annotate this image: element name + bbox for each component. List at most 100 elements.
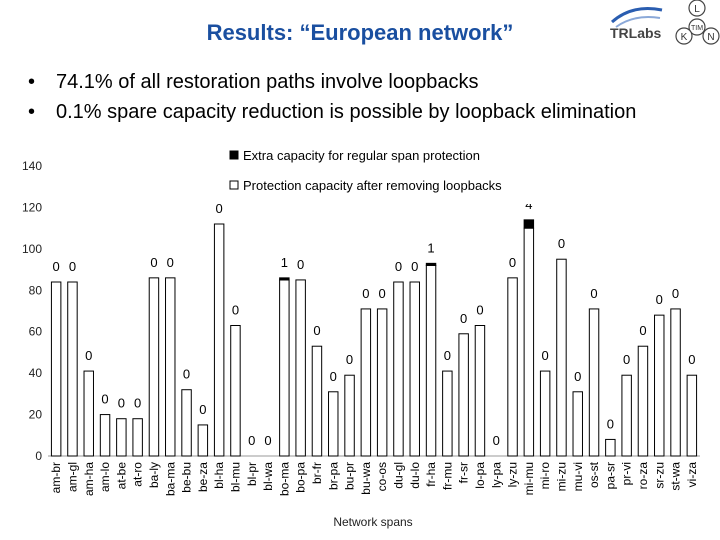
protection-bar [328, 391, 339, 457]
protection-bar [67, 281, 78, 457]
protection-bar [376, 308, 388, 457]
legend-label-extra: Extra capacity for regular span protecti… [243, 148, 480, 163]
category-label: bl-ha [212, 462, 226, 489]
category-label: ba-ma [163, 462, 177, 496]
protection-bar [181, 389, 192, 457]
data-label: 0 [607, 416, 614, 431]
protection-bar [311, 345, 323, 457]
y-tick-label: 20 [29, 408, 43, 422]
data-label: 0 [509, 255, 516, 270]
protection-bar [572, 391, 583, 457]
data-label: 0 [688, 352, 695, 367]
category-label: du-lo [408, 462, 422, 489]
extra-capacity-bar [523, 219, 535, 229]
data-label: 0 [183, 367, 190, 382]
logo-text: TRLabs [610, 25, 662, 41]
data-label: 0 [53, 259, 60, 274]
category-label: co-os [375, 462, 389, 491]
bullet-text: 0.1% spare capacity reduction is possibl… [56, 101, 637, 123]
category-label: bl-wa [261, 462, 275, 491]
category-label: st-wa [669, 462, 683, 491]
protection-bar [344, 374, 355, 457]
category-label: mi-mu [522, 462, 536, 495]
protection-bar [556, 258, 567, 457]
category-label-layer: am-br am-gl am-ha am-lo at-be at-ro ba-ly ba-ma… [49, 461, 699, 496]
bullet-text: 74.1% of all restoration paths involve l… [56, 71, 479, 93]
protection-bar [393, 281, 404, 457]
y-tick-label: 60 [29, 325, 43, 339]
legend-swatch-protection [229, 180, 239, 190]
protection-bar [295, 279, 306, 457]
y-tick-label: 140 [22, 159, 42, 173]
svg-text:L: L [694, 4, 700, 15]
protection-bar [116, 418, 127, 457]
svg-text:TIM: TIM [691, 25, 703, 32]
bullet-dot-icon: • [28, 71, 36, 93]
data-label: 0 [167, 255, 174, 270]
protection-bar [621, 374, 632, 457]
data-label: 0 [362, 286, 369, 301]
category-label: os-st [587, 461, 601, 488]
data-label: 0 [493, 433, 500, 448]
y-tick-label: 80 [29, 283, 43, 297]
category-label: bl-pr [245, 462, 259, 486]
data-label: 0 [656, 292, 663, 307]
extra-capacity-bar [425, 262, 437, 266]
category-label: br-pa [326, 462, 340, 490]
protection-bar [165, 277, 176, 457]
bullet-item: • 0.1% spare capacity reduction is possi… [28, 100, 688, 124]
protection-bar [230, 325, 241, 457]
protection-bar [654, 314, 665, 457]
protection-bar [605, 438, 616, 457]
protection-bar [442, 370, 453, 457]
data-label: 0 [199, 402, 206, 417]
data-label: 4 [525, 197, 532, 212]
data-label: 0 [672, 286, 679, 301]
data-label: 0 [69, 259, 76, 274]
category-label: at-be [114, 462, 128, 490]
category-label: am-br [49, 462, 63, 493]
trlabs-logo: TRLabs L TIM K N [610, 0, 720, 45]
category-label: mu-vi [571, 462, 585, 491]
data-label: 0 [150, 255, 157, 270]
category-label: bo-pa [294, 462, 308, 493]
bullet-dot-icon: • [28, 101, 36, 123]
data-label: 0 [134, 396, 141, 411]
data-label: 0 [639, 323, 646, 338]
protection-bar [474, 325, 486, 457]
category-label: br-fr [310, 462, 324, 484]
data-label: 0 [590, 286, 597, 301]
data-label: 0 [313, 323, 320, 338]
category-label: am-ha [82, 462, 96, 496]
category-label: pa-sr [603, 462, 617, 489]
data-label: 0 [118, 396, 125, 411]
protection-bar [637, 345, 649, 457]
protection-bar [670, 308, 681, 457]
svg-text:K: K [681, 32, 688, 43]
protection-bar [409, 281, 420, 457]
category-label: bu-pr [343, 462, 357, 490]
data-label: 0 [216, 201, 223, 216]
bullet-list: • 74.1% of all restoration paths involve… [28, 70, 688, 130]
category-label: ly-pa [489, 462, 503, 488]
category-label: du-gl [391, 462, 405, 489]
data-label: 0 [264, 433, 271, 448]
data-label: 0 [232, 303, 239, 318]
protection-bar [50, 281, 62, 457]
protection-bar [686, 374, 698, 457]
data-label: 0 [248, 433, 255, 448]
data-label: 0 [85, 348, 92, 363]
category-label: bl-mu [228, 462, 242, 492]
protection-bar [99, 414, 111, 457]
data-label: 1 [281, 255, 288, 270]
data-label: 0 [558, 236, 565, 251]
category-label: am-gl [65, 462, 79, 492]
protection-bar [197, 424, 209, 457]
logo-area: TRLabs L TIM K N [600, 0, 720, 56]
bar-layer [50, 219, 698, 457]
category-label: ly-zu [506, 462, 520, 487]
data-label: 0 [379, 286, 386, 301]
data-label: 0 [623, 352, 630, 367]
legend-label-protection: Protection capacity after removing loopb… [243, 178, 502, 193]
protection-bar [279, 279, 290, 457]
